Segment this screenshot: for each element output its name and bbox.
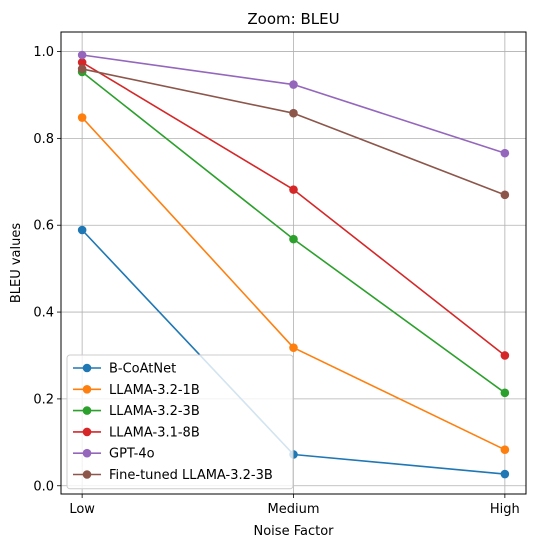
y-tick-label: 0.0 <box>33 479 54 494</box>
axis-ticks: Low Medium High 0.0 0.2 0.4 0.6 0.8 1.0 <box>33 45 519 517</box>
legend-label: LLAMA-3.2-1B <box>109 383 200 398</box>
x-tick-label: High <box>490 502 520 517</box>
x-axis-label: Noise Factor <box>254 524 335 539</box>
chart-title: Zoom: BLEU <box>247 10 339 28</box>
legend-label: GPT-4o <box>109 447 155 462</box>
y-tick-label: 1.0 <box>33 45 54 60</box>
legend-marker <box>82 470 92 479</box>
series-marker <box>500 388 510 398</box>
y-tick-label: 0.8 <box>33 132 54 147</box>
series-marker <box>77 113 87 122</box>
x-tick-label: Medium <box>268 502 320 517</box>
legend-label: B-CoAtNet <box>109 362 176 377</box>
series-marker <box>77 50 87 60</box>
legend-marker <box>82 448 92 458</box>
legend-label: LLAMA-3.2-3B <box>109 404 200 419</box>
legend-label: Fine-tuned LLAMA-3.2-3B <box>109 468 273 483</box>
legend-marker <box>82 427 92 437</box>
legend-marker <box>82 406 92 415</box>
y-tick-label: 0.2 <box>33 392 54 407</box>
y-tick-label: 0.6 <box>33 219 54 234</box>
series-marker <box>500 351 510 360</box>
legend-label: LLAMA-3.1-8B <box>109 425 200 440</box>
series-marker <box>77 58 87 67</box>
series-marker <box>289 108 298 118</box>
series-marker <box>289 80 298 89</box>
series-marker <box>77 64 87 74</box>
legend-marker <box>82 385 92 394</box>
series-marker <box>289 343 298 352</box>
x-tick-label: Low <box>69 502 95 517</box>
legend: B-CoAtNet LLAMA-3.2-1B LLAMA-3.2-3B LLAMA-3… <box>66 354 294 490</box>
legend-box <box>66 354 294 490</box>
series-marker <box>500 190 510 200</box>
series-marker <box>289 234 298 244</box>
series-marker <box>500 469 510 479</box>
series-marker <box>500 445 510 455</box>
y-tick-label: 0.4 <box>33 306 54 321</box>
series-marker <box>77 225 87 235</box>
legend-marker <box>82 363 92 373</box>
y-axis-label: BLEU values <box>9 223 24 304</box>
series-marker <box>289 185 298 194</box>
series-marker <box>500 148 510 158</box>
